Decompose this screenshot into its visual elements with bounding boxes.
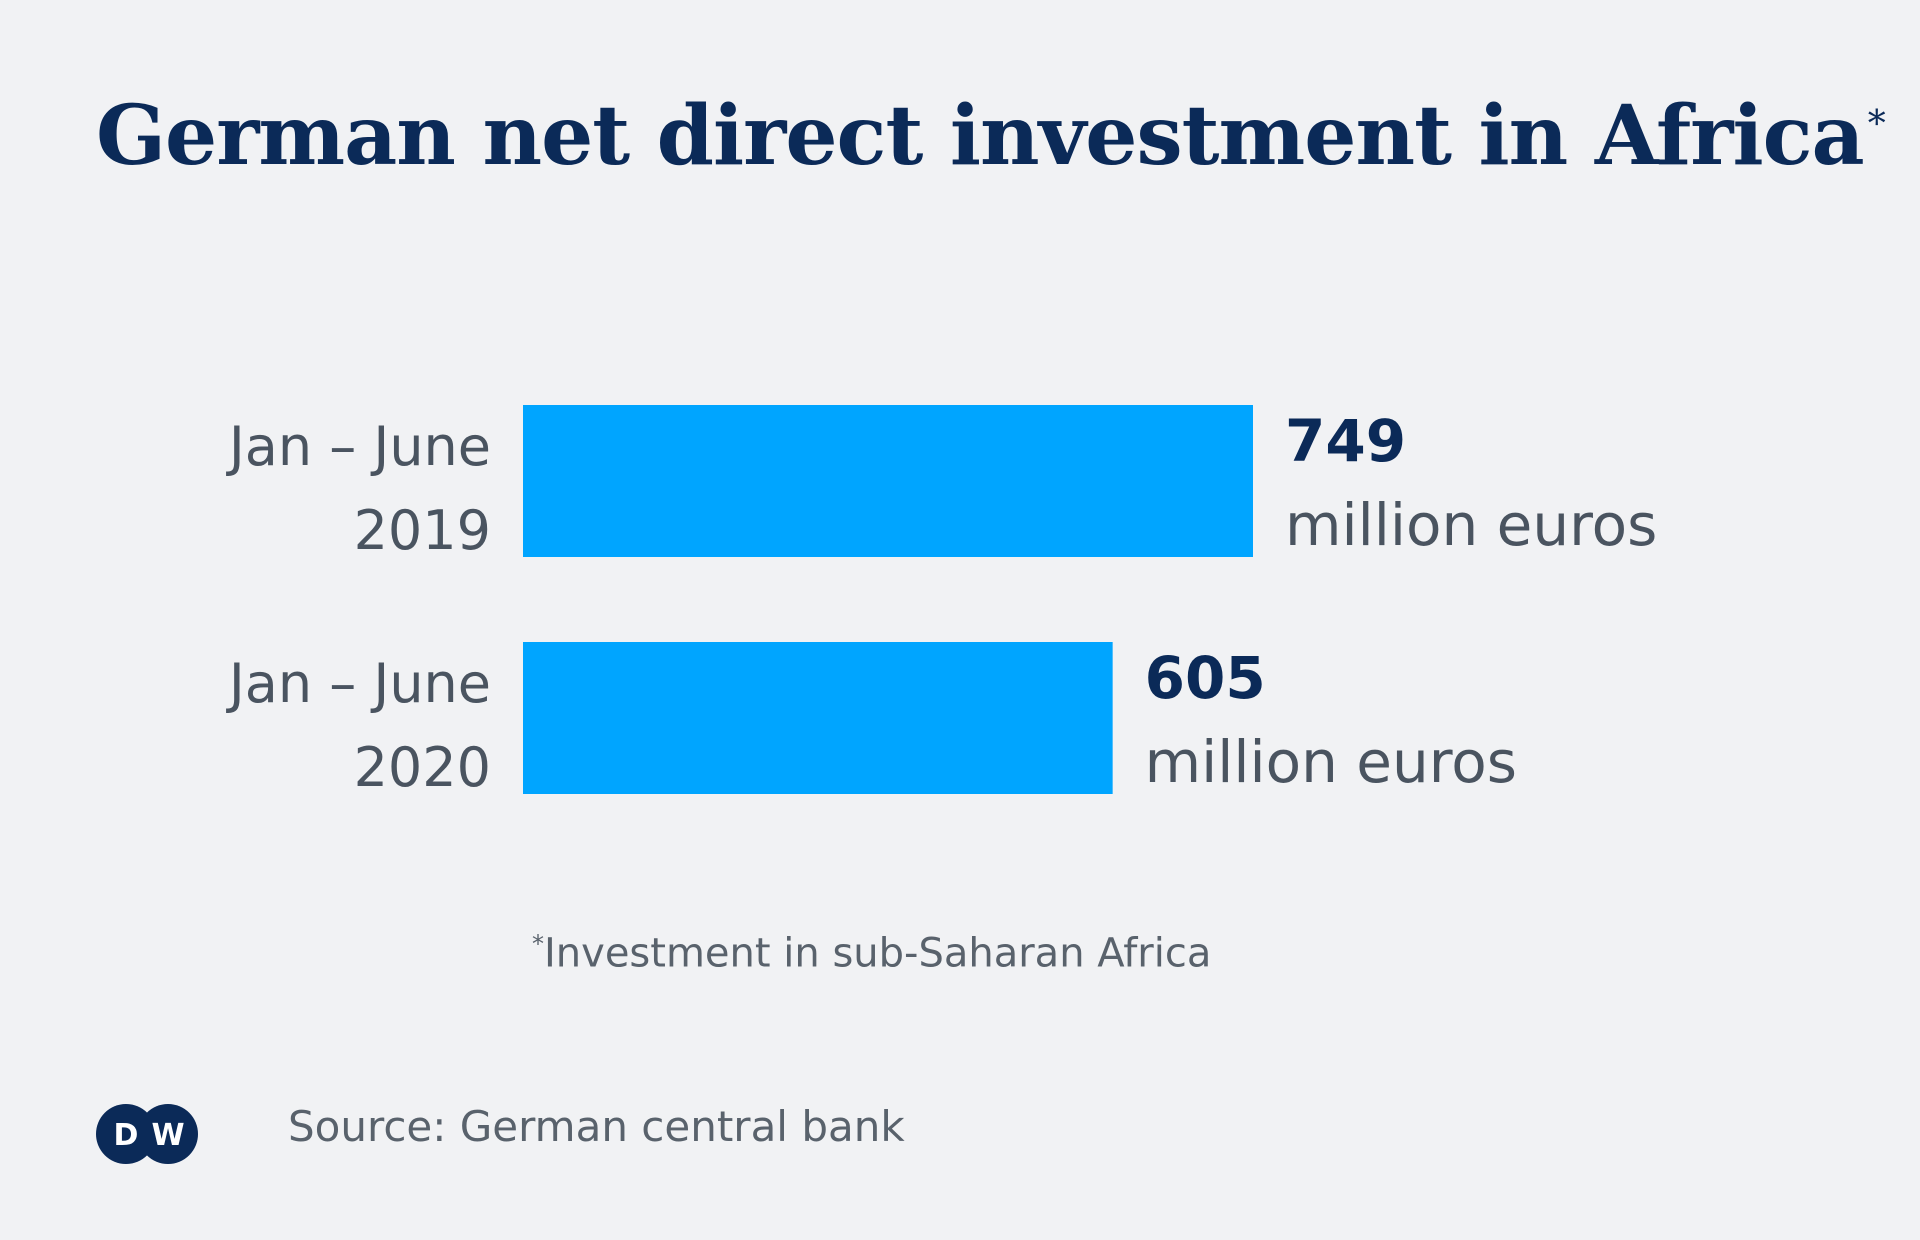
- chart-title-text: German net direct investment in Africa: [96, 88, 1865, 184]
- category-label-0-line-0: Jan – June: [226, 415, 491, 478]
- title-footnote-marker: *: [1867, 103, 1886, 145]
- footnote-text: Investment in sub-Saharan Africa: [544, 930, 1212, 977]
- unit-label-1: million euros: [1145, 728, 1517, 796]
- dw-logo-icon: D W: [96, 1104, 198, 1164]
- chart-title: German net direct investment in Africa *: [96, 88, 1886, 184]
- source-note: Source: German central bank: [288, 1102, 905, 1151]
- logo-letter-d: D: [114, 1118, 139, 1153]
- value-label-0: 749: [1285, 407, 1406, 475]
- footnote: *Investment in sub-Saharan Africa: [532, 930, 1211, 976]
- logo-letter-w: W: [151, 1118, 184, 1153]
- footnote-marker: *: [532, 930, 544, 958]
- unit-label-0: million euros: [1285, 491, 1657, 559]
- bar-0: [523, 405, 1253, 557]
- category-label-1-line-1: 2020: [354, 736, 491, 799]
- category-label-0-line-1: 2019: [354, 499, 491, 562]
- bar-1: [523, 642, 1113, 794]
- category-label-1-line-0: Jan – June: [226, 652, 491, 715]
- value-label-1: 605: [1145, 644, 1266, 712]
